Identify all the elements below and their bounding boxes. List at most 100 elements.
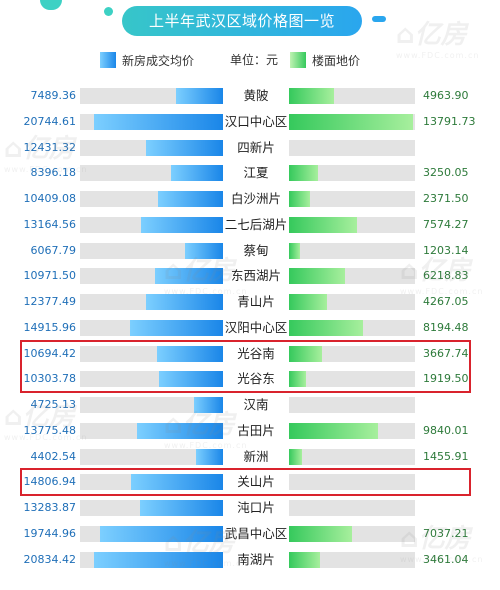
- highlight-box: [20, 468, 471, 496]
- left-bar-track: [80, 294, 223, 310]
- left-bar-track: [80, 371, 223, 387]
- right-bar-track: [289, 294, 415, 310]
- right-bar-track: [289, 474, 415, 490]
- right-bar-track: [289, 243, 415, 259]
- right-value-label: 3461.04: [423, 553, 469, 566]
- right-bar: [289, 371, 307, 387]
- left-value-label: 14806.94: [23, 475, 77, 488]
- left-bar: [158, 371, 223, 387]
- right-bar-track: [289, 88, 415, 104]
- left-value-label: 20834.42: [23, 553, 77, 566]
- left-bar-track: [80, 346, 223, 362]
- left-value-label: 7489.36: [30, 89, 77, 102]
- category-label: 蔡甸: [243, 243, 269, 258]
- right-bar: [289, 552, 321, 568]
- chart-row: 12431.32 四新片: [0, 140, 500, 156]
- left-bar-track: [80, 423, 223, 439]
- right-bar-track: [289, 268, 415, 284]
- left-bar: [93, 552, 223, 568]
- left-bar-track: [80, 449, 223, 465]
- right-value-label: 1455.91: [423, 450, 469, 463]
- left-bar: [185, 243, 223, 259]
- right-bar: [289, 526, 353, 542]
- left-value-label: 10409.08: [23, 192, 77, 205]
- left-bar: [156, 346, 223, 362]
- left-bar: [146, 294, 223, 310]
- category-label: 黄陂: [243, 88, 269, 103]
- left-value-label: 4402.54: [30, 450, 77, 463]
- left-bar-track: [80, 500, 223, 516]
- chart-title: 上半年武汉区域价格图一览: [148, 12, 335, 30]
- right-bar-track: [289, 114, 415, 130]
- right-bar: [289, 243, 300, 259]
- left-value-label: 4725.13: [30, 398, 77, 411]
- category-label: 青山片: [237, 294, 275, 309]
- right-bar: [289, 449, 303, 465]
- right-bar: [289, 320, 363, 336]
- right-bar-track: [289, 217, 415, 233]
- legend-right: 楼面地价: [290, 52, 360, 68]
- category-label: 光谷南: [237, 346, 275, 361]
- left-bar: [158, 191, 223, 207]
- category-label: 二七后湖片: [224, 217, 288, 232]
- category-label: 新洲: [243, 449, 269, 464]
- left-bar: [94, 114, 223, 130]
- left-bar-track: [80, 88, 223, 104]
- chart-row: 6067.79 蔡甸 1203.14: [0, 243, 500, 259]
- category-label: 光谷东: [237, 371, 275, 386]
- right-value-label: 8194.48: [423, 321, 469, 334]
- left-value-label: 13164.56: [23, 218, 77, 231]
- right-bar: [289, 294, 328, 310]
- legend-left: 新房成交均价: [100, 52, 194, 68]
- left-bar: [141, 217, 223, 233]
- right-bar-track: [289, 371, 415, 387]
- left-bar: [195, 449, 223, 465]
- chart-row: 10409.08 白沙洲片 2371.50: [0, 191, 500, 207]
- chart-row: 10694.42 光谷南 3667.74: [0, 346, 500, 362]
- left-value-label: 12377.49: [23, 295, 77, 308]
- left-value-label: 20744.61: [23, 115, 77, 128]
- left-bar-track: [80, 268, 223, 284]
- left-bar: [137, 423, 223, 439]
- chart-row: 4402.54 新洲 1455.91: [0, 449, 500, 465]
- left-value-label: 6067.79: [30, 244, 77, 257]
- category-label: 武昌中心区: [224, 526, 288, 541]
- chart-row: 10303.78 光谷东 1919.50: [0, 371, 500, 387]
- right-value-label: 3250.05: [423, 166, 469, 179]
- left-bar: [170, 165, 223, 181]
- legend-swatch-blue: [100, 52, 116, 68]
- right-bar: [289, 191, 311, 207]
- right-bar-track: [289, 320, 415, 336]
- chart-row: 14806.94 关山片: [0, 474, 500, 490]
- legend-left-label: 新房成交均价: [122, 53, 195, 68]
- left-bar-track: [80, 526, 223, 542]
- right-bar-track: [289, 397, 415, 413]
- right-bar-track: [289, 449, 415, 465]
- right-bar-track: [289, 500, 415, 516]
- left-bar-track: [80, 243, 223, 259]
- right-bar-track: [289, 423, 415, 439]
- left-bar-track: [80, 552, 223, 568]
- left-bar-track: [80, 140, 223, 156]
- left-value-label: 14915.96: [23, 321, 77, 334]
- category-label: 汉南: [243, 397, 269, 412]
- left-bar-track: [80, 165, 223, 181]
- right-bar-track: [289, 140, 415, 156]
- chart-row: 4725.13 汉南: [0, 397, 500, 413]
- right-value-label: 1919.50: [423, 372, 469, 385]
- category-label: 南湖片: [237, 552, 275, 567]
- right-bar: [289, 217, 358, 233]
- title-banner: 上半年武汉区域价格图一览: [122, 6, 362, 36]
- left-bar: [130, 320, 223, 336]
- right-value-label: 1203.14: [423, 244, 469, 257]
- left-value-label: 10971.50: [23, 269, 77, 282]
- left-bar-track: [80, 320, 223, 336]
- left-bar: [176, 88, 223, 104]
- right-bar-track: [289, 191, 415, 207]
- left-bar: [154, 268, 223, 284]
- right-bar: [289, 88, 334, 104]
- unit-label: 单位：元: [230, 53, 279, 67]
- left-value-label: 10303.78: [23, 372, 77, 385]
- category-label: 四新片: [237, 140, 275, 155]
- category-label: 汉口中心区: [224, 114, 288, 129]
